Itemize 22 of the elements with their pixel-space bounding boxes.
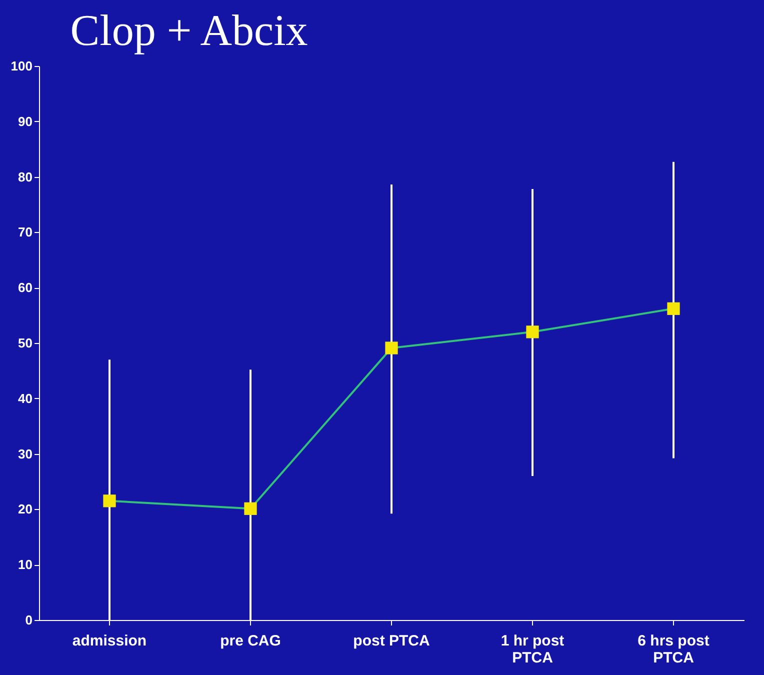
x-tick-label: admission (72, 632, 147, 650)
point (667, 302, 680, 315)
y-tick-label: 60 (18, 280, 32, 296)
point (244, 502, 257, 515)
x-tick-label: 6 hrs post PTCA (638, 632, 710, 666)
y-tick-label: 70 (18, 224, 32, 240)
y-tick-label: 0 (25, 612, 32, 628)
y-tick-label: 90 (18, 114, 32, 129)
point (526, 326, 539, 338)
x-tick-label: post PTCA (353, 632, 430, 650)
chart-title: Clop + Abcix (70, 6, 308, 55)
y-tick-label: 50 (18, 336, 32, 350)
y-tick-label: 80 (18, 169, 32, 184)
x-tick-label: pre CAG (220, 632, 281, 650)
y-tick-label: 100 (10, 58, 32, 74)
y-tick-label: 10 (18, 557, 32, 572)
x-tick-label: 1 hr post PTCA (500, 632, 564, 666)
point (103, 494, 116, 508)
point (385, 342, 398, 354)
y-tick-label: 20 (18, 502, 32, 517)
y-tick-label: 30 (18, 446, 32, 462)
y-tick-label: 40 (18, 390, 32, 406)
